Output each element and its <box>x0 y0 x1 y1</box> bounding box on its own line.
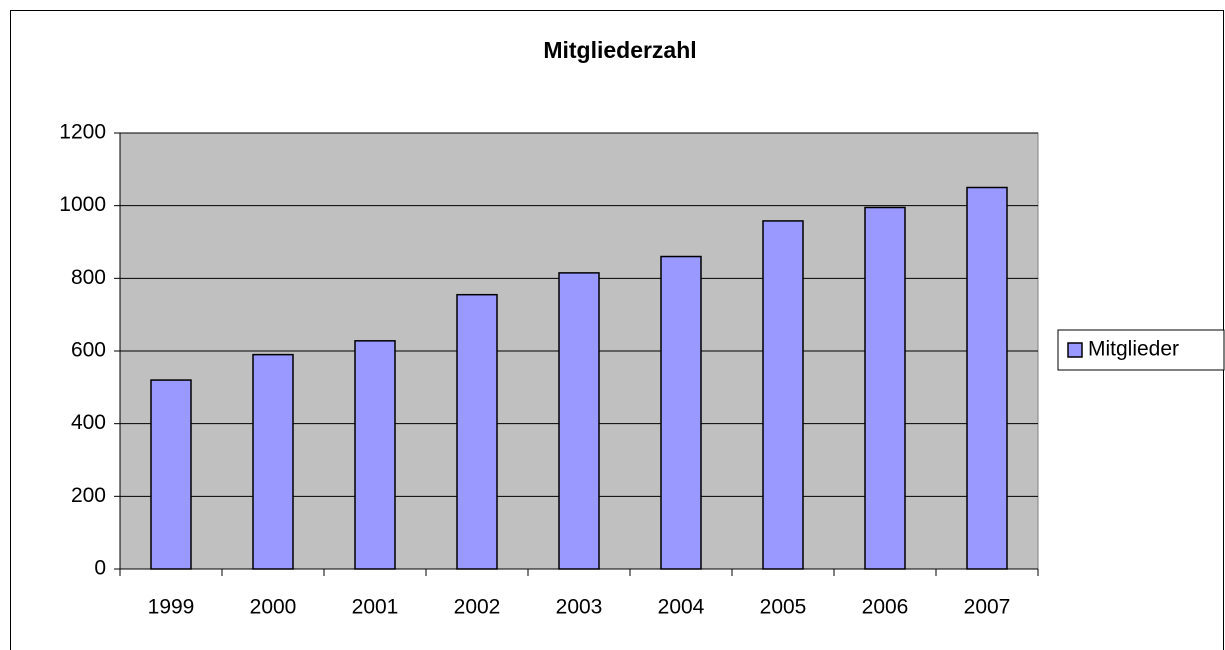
x-tick-label: 2002 <box>454 596 501 619</box>
x-tick-label: 2000 <box>250 596 297 619</box>
y-tick-label: 800 <box>71 266 106 289</box>
y-tick-label: 200 <box>71 484 106 507</box>
y-tick-label: 600 <box>71 339 106 362</box>
legend-swatch <box>1067 342 1083 358</box>
x-tick-label: 2001 <box>352 596 399 619</box>
y-tick-label: 400 <box>71 411 106 434</box>
legend-label: Mitglieder <box>1088 338 1179 361</box>
y-tick-label: 1200 <box>59 121 106 144</box>
x-tick-label: 2003 <box>556 596 603 619</box>
bar <box>456 293 498 570</box>
bar <box>762 220 804 570</box>
bar <box>150 379 192 570</box>
x-tick-label: 1999 <box>148 596 195 619</box>
bar <box>354 340 396 570</box>
bar <box>966 186 1008 570</box>
bar <box>252 353 294 570</box>
x-tick-label: 2004 <box>658 596 705 619</box>
y-tick-label: 1000 <box>59 193 106 216</box>
x-tick-label: 2005 <box>760 596 807 619</box>
x-tick-label: 2007 <box>964 596 1011 619</box>
bar <box>660 255 702 570</box>
legend-box <box>1057 329 1225 371</box>
y-tick-label: 0 <box>94 557 106 580</box>
chart-title: Mitgliederzahl <box>543 37 696 63</box>
x-tick-label: 2006 <box>862 596 909 619</box>
bar <box>864 206 906 570</box>
bar <box>558 272 600 570</box>
